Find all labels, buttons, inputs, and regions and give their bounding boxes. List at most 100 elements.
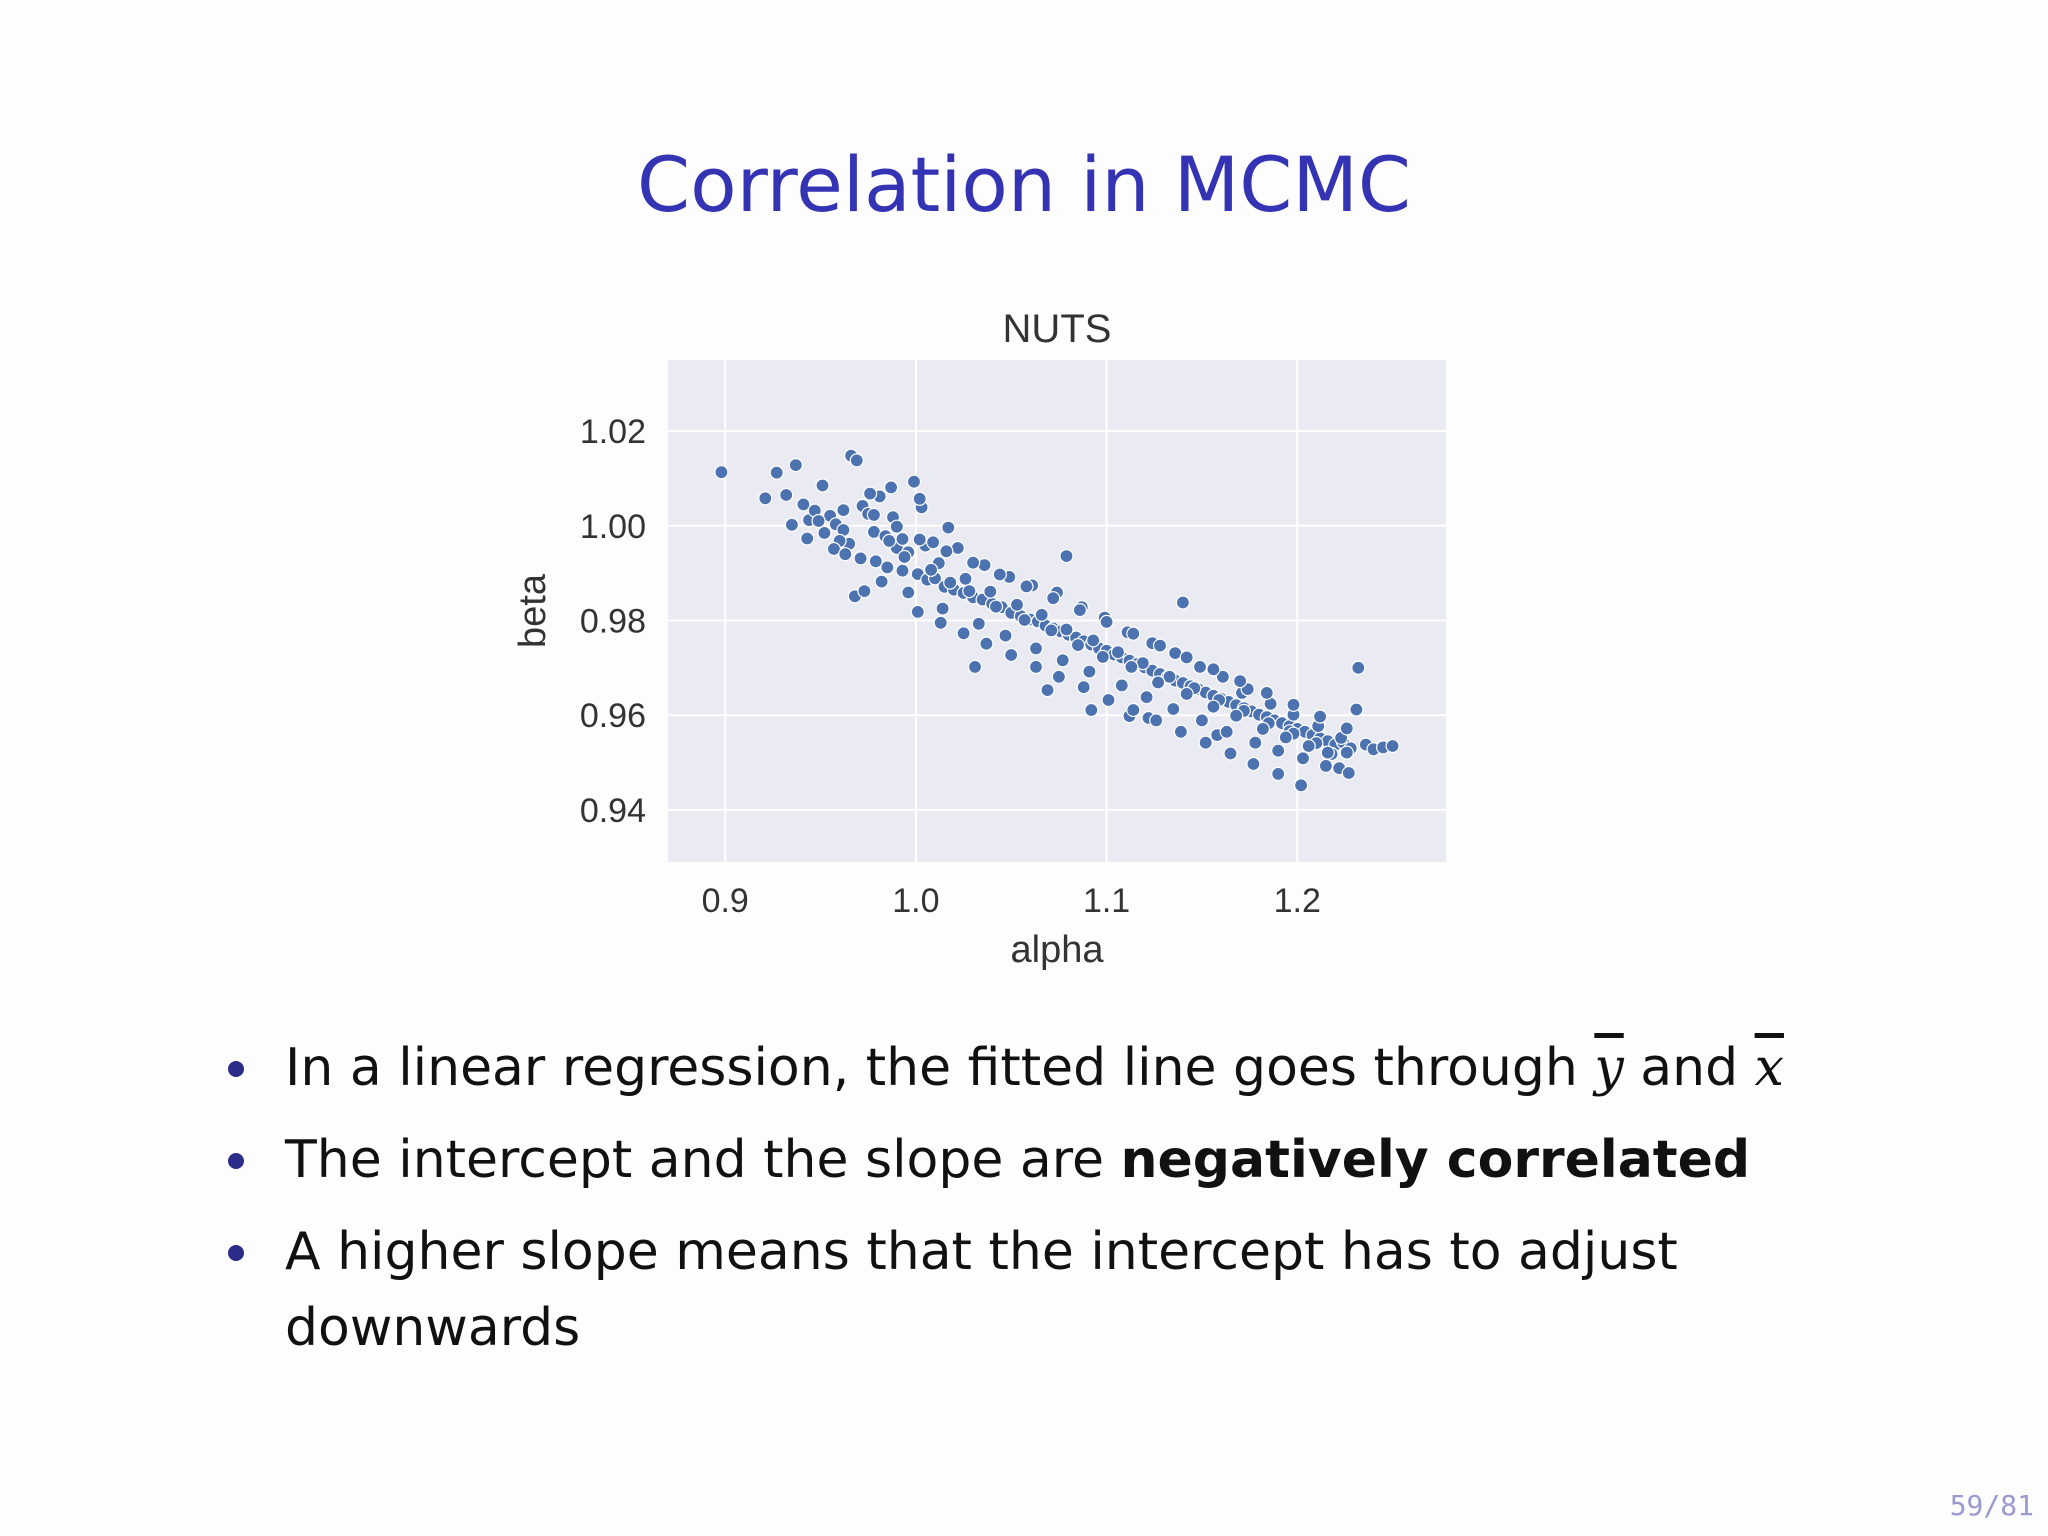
scatter-point xyxy=(1009,597,1025,612)
scatter-point xyxy=(977,558,992,573)
scatter-point xyxy=(1179,650,1194,665)
scatter-point xyxy=(912,532,927,547)
scatter-point xyxy=(874,574,889,589)
scatter-point xyxy=(933,615,948,630)
scatter-point xyxy=(1192,659,1208,674)
bullet-text: x xyxy=(1754,1038,1784,1098)
scatter-point xyxy=(826,541,841,557)
scatter-point xyxy=(998,628,1013,643)
scatter-point xyxy=(1271,743,1286,758)
y-tick-label: 1.00 xyxy=(580,508,646,546)
y-axis-label: beta xyxy=(512,573,554,648)
scatter-point xyxy=(956,626,971,641)
scatter-point xyxy=(966,555,981,570)
scatter-point xyxy=(1051,669,1067,684)
y-tick-label: 0.94 xyxy=(580,792,646,830)
scatter-point xyxy=(836,503,851,518)
chart-title: NUTS xyxy=(1003,307,1112,351)
scatter-point xyxy=(988,599,1004,614)
scatter-point xyxy=(800,531,815,546)
scatter-point xyxy=(912,491,927,506)
scatter-chart: 0.9 1.0 1.1 1.2 1.02 1.00 0.98 0.96 0.94 NUTS al… xyxy=(512,307,1446,971)
scatter-point xyxy=(935,601,950,616)
scatter-point xyxy=(1301,738,1316,754)
scatter-point xyxy=(811,513,826,529)
scatter-point xyxy=(1223,746,1238,761)
bullet-list: In a linear regression, the fitted line … xyxy=(210,1030,1910,1382)
scatter-point xyxy=(1095,649,1110,664)
scatter-point xyxy=(1278,730,1293,745)
scatter-point xyxy=(784,517,799,532)
x-axis-label: alpha xyxy=(1011,929,1105,971)
scatter-point xyxy=(1293,778,1309,793)
bullet-text: negatively correlated xyxy=(1120,1130,1751,1190)
scatter-point xyxy=(1232,674,1248,689)
bullet-text: In a linear regression, the fitted line … xyxy=(285,1038,1595,1098)
scatter-point xyxy=(1295,751,1311,766)
scatter-point xyxy=(1110,645,1126,660)
y-tick-label: 1.02 xyxy=(580,413,646,451)
scatter-point xyxy=(1166,701,1181,717)
scatter-point xyxy=(901,585,916,600)
bullet-text: A higher slope means that the intercept … xyxy=(285,1222,1678,1358)
scatter-point xyxy=(1206,662,1221,677)
scatter-point xyxy=(895,531,910,547)
scatter-point xyxy=(1198,735,1213,750)
scatter-point xyxy=(1076,680,1091,695)
scatter-point xyxy=(1055,653,1070,668)
scatter-point xyxy=(758,491,773,506)
scatter-point xyxy=(1101,692,1116,708)
scatter-point xyxy=(941,520,956,535)
scatter-point xyxy=(1126,626,1141,641)
scatter-point xyxy=(1339,721,1354,736)
scatter-point xyxy=(1349,702,1364,717)
scatter-point xyxy=(1028,659,1044,674)
bullet-text: y xyxy=(1594,1038,1624,1098)
x-tick-label: 1.0 xyxy=(892,882,939,920)
bullet-text: The intercept and the slope are xyxy=(285,1130,1121,1190)
scatter-point xyxy=(1004,647,1019,663)
scatter-point xyxy=(796,497,811,512)
scatter-point xyxy=(1162,669,1177,684)
scatter-point xyxy=(1259,685,1274,700)
scatter-point xyxy=(1173,724,1189,739)
scatter-point xyxy=(1206,699,1221,714)
scatter-point xyxy=(863,486,878,501)
bullet-dot-icon xyxy=(228,1061,244,1077)
scatter-point xyxy=(1149,713,1164,728)
scatter-point xyxy=(1219,724,1234,739)
bullet-item: The intercept and the slope are negative… xyxy=(210,1122,1910,1198)
scatter-point xyxy=(967,659,983,674)
data-points xyxy=(714,448,1400,793)
scatter-point xyxy=(853,551,868,566)
scatter-point xyxy=(866,507,881,522)
scatter-point xyxy=(882,533,897,548)
x-tick-label: 0.9 xyxy=(702,882,749,920)
scatter-point xyxy=(1320,745,1335,760)
scatter-point xyxy=(1139,690,1154,705)
scatter-point xyxy=(924,562,939,577)
x-tick-label: 1.2 xyxy=(1274,882,1321,920)
scatter-point xyxy=(1114,678,1129,693)
bullet-item: A higher slope means that the intercept … xyxy=(210,1214,1910,1366)
scatter-point xyxy=(1046,591,1061,606)
scatter-point xyxy=(868,554,883,569)
scatter-point xyxy=(1059,622,1074,637)
scatter-point xyxy=(1351,660,1366,675)
scatter-point xyxy=(979,636,994,651)
scatter-point xyxy=(1286,697,1301,712)
scatter-point xyxy=(992,567,1007,582)
scatter-point xyxy=(1385,738,1400,754)
scatter-point xyxy=(1215,669,1231,684)
y-tick-label: 0.98 xyxy=(580,602,646,640)
scatter-point xyxy=(1150,675,1166,690)
plot-area xyxy=(668,360,1446,862)
scatter-point xyxy=(1044,623,1059,638)
scatter-point xyxy=(815,478,830,493)
scatter-point xyxy=(817,525,832,540)
scatter-point xyxy=(1028,641,1044,656)
scatter-point xyxy=(884,480,899,495)
scatter-point xyxy=(857,584,872,599)
scatter-point xyxy=(1248,735,1263,750)
scatter-point xyxy=(1255,721,1271,736)
